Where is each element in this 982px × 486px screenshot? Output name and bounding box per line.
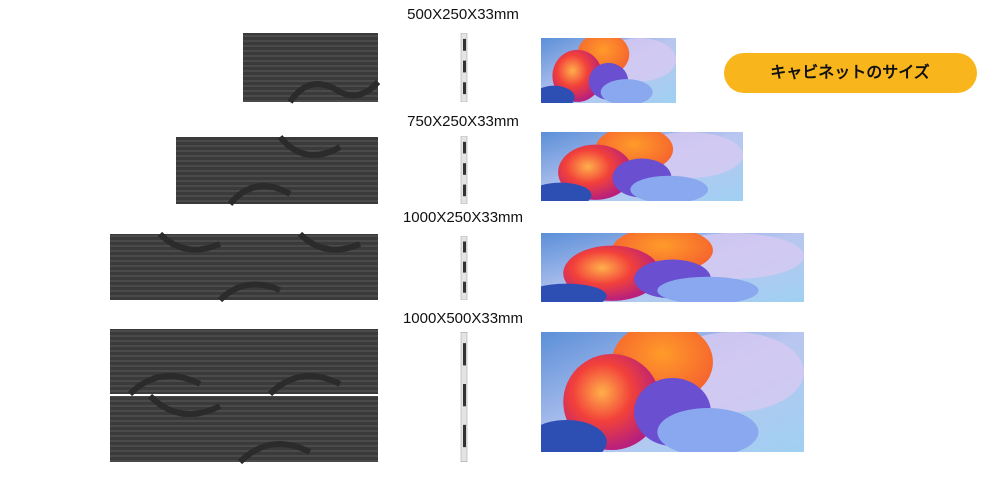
cabinet-profile: [460, 33, 468, 102]
size-label: 500X250X33mm: [407, 6, 519, 23]
cabinet-wave: [127, 373, 342, 465]
cabinet-wave: [157, 231, 362, 303]
cabinet-back: [110, 396, 378, 462]
cabinet-back: [110, 234, 378, 300]
cabinet-wave: [227, 135, 342, 206]
size-label: 1000X500X33mm: [403, 310, 523, 327]
cabinet-profile: [460, 136, 468, 204]
badge-text[interactable]: キャビネットのサイズ: [770, 63, 930, 82]
size-label: 750X250X33mm: [407, 113, 519, 130]
cabinet-wave: [287, 79, 381, 104]
screen-image: [541, 233, 804, 302]
cabinet-back: [176, 137, 378, 204]
screen-image: [541, 132, 743, 201]
cabinet-profile: [460, 332, 468, 462]
cabinet-profile: [460, 236, 468, 300]
screen-image: [541, 332, 804, 452]
size-label: 1000X250X33mm: [403, 209, 523, 226]
badge[interactable]: [724, 53, 977, 93]
cabinet-back: [243, 33, 378, 102]
screen-image: [541, 38, 676, 103]
